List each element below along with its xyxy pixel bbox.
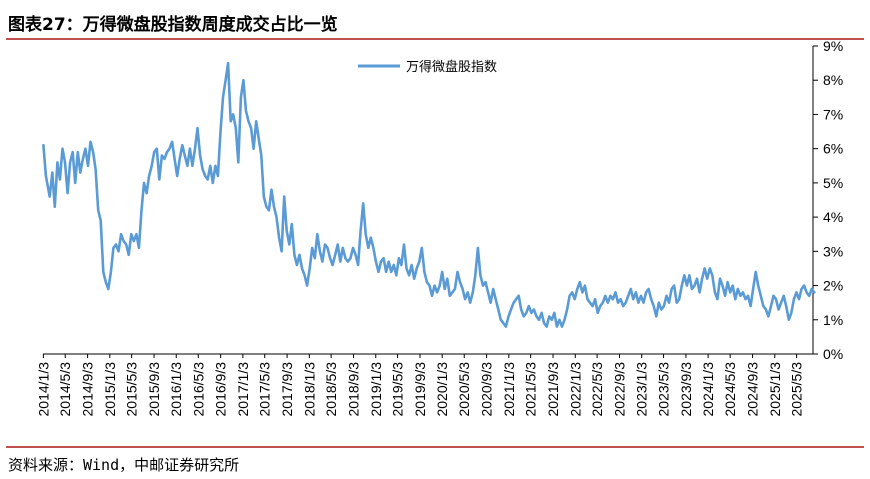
x-tick-label: 2025/1/3 [767, 362, 783, 417]
x-tick-label: 2015/9/3 [146, 362, 162, 417]
x-tick-label: 2015/5/3 [124, 362, 140, 417]
y-tick-label: 3% [823, 243, 843, 259]
series-line [42, 61, 816, 328]
y-tick-label: 0% [823, 346, 843, 362]
x-tick-label: 2015/1/3 [102, 362, 118, 417]
x-tick-label: 2017/9/3 [279, 362, 295, 417]
legend-label: 万得微盘股指数 [406, 59, 497, 75]
x-tick-label: 2019/1/3 [368, 362, 384, 417]
source-note: 资料来源：Wind，中邮证券研究所 [8, 456, 240, 474]
source-divider [6, 446, 864, 448]
title-divider [6, 38, 864, 40]
y-tick-label: 8% [823, 72, 843, 88]
x-tick-label: 2021/5/3 [523, 362, 539, 417]
chart-axes: 0% 1% 2% 3% 4% 5% 6% 7% 8% 9% 2014/1/3 2014/5/3 2014… [35, 38, 843, 417]
x-tick-label: 2016/9/3 [213, 362, 229, 417]
x-tick-label: 2025/5/3 [789, 362, 805, 417]
x-tick-label: 2019/9/3 [412, 362, 428, 417]
chart-title: 图表27：万得微盘股指数周度成交占比一览 [8, 15, 338, 35]
y-tick-label: 7% [823, 106, 843, 122]
y-tick-label: 2% [823, 278, 843, 294]
x-tick-label: 2021/1/3 [501, 362, 517, 417]
x-tick-label: 2018/9/3 [346, 362, 362, 417]
y-tick-label: 5% [823, 175, 843, 191]
y-tick-label: 4% [823, 209, 843, 225]
y-tick-label: 9% [823, 38, 843, 54]
x-tick-label: 2019/5/3 [390, 362, 406, 417]
plot-area [42, 61, 816, 328]
x-tick-label: 2014/5/3 [57, 362, 73, 417]
x-tick-label: 2022/5/3 [589, 362, 605, 417]
x-tick-label: 2020/9/3 [479, 362, 495, 417]
x-tick-label: 2023/5/3 [656, 362, 672, 417]
x-tick-label: 2024/1/3 [700, 362, 716, 417]
x-tick-label: 2018/1/3 [301, 362, 317, 417]
x-tick-label: 2022/9/3 [611, 362, 627, 417]
chart-legend: 万得微盘股指数 [358, 59, 497, 75]
x-tick-label: 2022/1/3 [567, 362, 583, 417]
x-tick-label: 2016/1/3 [168, 362, 184, 417]
x-tick-label: 2020/1/3 [434, 362, 450, 417]
x-tick-label: 2016/5/3 [190, 362, 206, 417]
y-tick-label: 1% [823, 312, 843, 328]
x-tick-label: 2023/1/3 [634, 362, 650, 417]
x-tick-label: 2021/9/3 [545, 362, 561, 417]
x-tick-label: 2018/5/3 [323, 362, 339, 417]
x-tick-label: 2023/9/3 [678, 362, 694, 417]
y-tick-label: 6% [823, 141, 843, 157]
x-tick-label: 2017/1/3 [235, 362, 251, 417]
x-tick-label: 2014/1/3 [35, 362, 51, 417]
x-tick-label: 2024/5/3 [722, 362, 738, 417]
x-tick-label: 2014/9/3 [80, 362, 96, 417]
x-tick-label: 2017/5/3 [257, 362, 273, 417]
x-tick-label: 2024/9/3 [745, 362, 761, 417]
x-tick-label: 2020/5/3 [456, 362, 472, 417]
